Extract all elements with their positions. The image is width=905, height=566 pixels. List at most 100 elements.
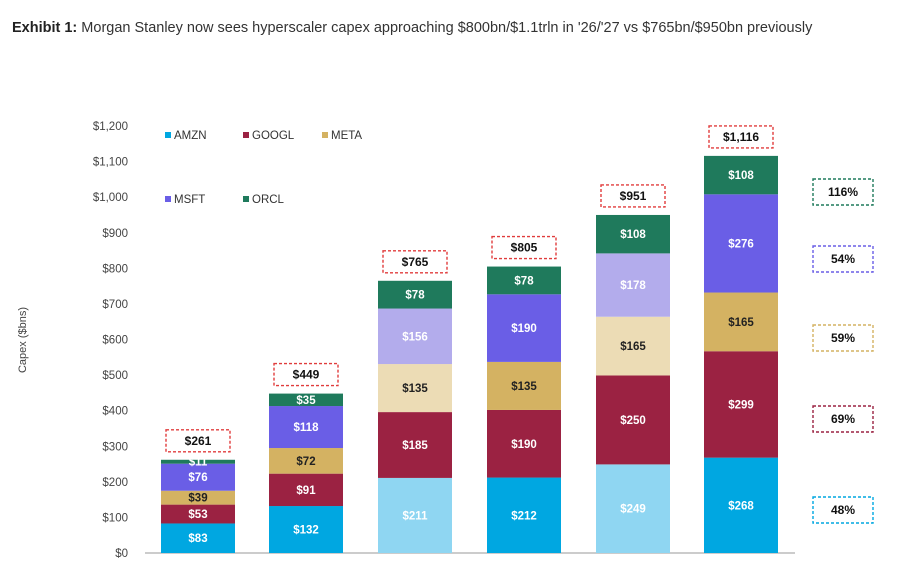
- title-text: Morgan Stanley now sees hyperscaler cape…: [81, 20, 813, 36]
- bar-value-label: $72: [296, 456, 315, 468]
- cagr-value-orcl: 116%: [828, 185, 858, 199]
- total-box: [708, 125, 774, 149]
- bar-segment-msft: [378, 308, 452, 365]
- bar-value-label: $268: [728, 500, 754, 512]
- bar-value-label: $108: [620, 229, 646, 241]
- legend-swatch-amzn: [165, 132, 171, 138]
- y-tick-label: $200: [102, 477, 128, 489]
- cagr-box-amzn: [812, 496, 874, 524]
- bar-segment-msft: [487, 294, 561, 362]
- total-label: $805: [511, 241, 538, 255]
- cagr-box-meta: [812, 324, 874, 352]
- bar-value-label: $212: [511, 510, 537, 522]
- y-tick-label: $1,200: [93, 121, 128, 133]
- chart-title: Exhibit 1: Morgan Stanley now sees hyper…: [12, 18, 872, 38]
- legend-swatch-orcl: [243, 196, 249, 202]
- bar-value-label: $78: [405, 290, 425, 302]
- bar-segment-orcl: [269, 393, 343, 407]
- bar-value-label: $53: [188, 509, 207, 521]
- legend-label-orcl: ORCL: [252, 194, 285, 206]
- total-box: [273, 362, 339, 387]
- bar-segment-msft: [269, 406, 343, 449]
- total-label: $449: [293, 368, 320, 382]
- bar-segment-amzn: [269, 506, 343, 553]
- bar-value-label: $276: [728, 238, 754, 250]
- total-box: [600, 184, 666, 208]
- cagr-box-msft: [812, 245, 874, 273]
- bar-value-label: $135: [511, 381, 537, 393]
- legend-label-googl: GOOGL: [252, 130, 295, 142]
- y-tick-label: $100: [102, 512, 128, 524]
- bar-segment-msft: [596, 253, 670, 317]
- bar-value-label: $135: [402, 383, 428, 395]
- bar-value-label: $190: [511, 323, 537, 335]
- y-tick-label: $1,100: [93, 157, 128, 169]
- bar-value-label: $11: [189, 457, 208, 469]
- bar-segment-googl: [487, 409, 561, 478]
- cagr-value-meta: 59%: [831, 331, 855, 345]
- y-tick-label: $300: [102, 441, 128, 453]
- bar-segment-orcl: [596, 214, 670, 254]
- bar-value-label: $39: [188, 493, 207, 505]
- bar-segment-meta: [161, 490, 235, 505]
- bar-value-label: $211: [403, 510, 429, 522]
- bar-value-label: $190: [511, 439, 537, 451]
- y-tick-label: $0: [115, 548, 128, 560]
- bar-value-label: $185: [402, 440, 428, 452]
- legend-label-msft: MSFT: [174, 194, 205, 206]
- total-box: [491, 235, 557, 260]
- bar-value-label: $35: [296, 395, 316, 407]
- bar-segment-meta: [704, 292, 778, 352]
- bar-value-label: $78: [514, 275, 534, 287]
- bar-segment-amzn: [161, 523, 235, 553]
- y-tick-label: $900: [102, 228, 128, 240]
- bar-value-label: $250: [620, 415, 646, 427]
- legend-label-amzn: AMZN: [174, 130, 207, 142]
- total-box: [382, 250, 448, 274]
- bar-segment-googl: [596, 375, 670, 465]
- bar-value-label: $165: [728, 317, 754, 329]
- bar-segment-meta: [378, 364, 452, 413]
- bar-value-label: $132: [293, 525, 319, 537]
- bar-segment-orcl: [161, 459, 235, 464]
- bar-value-label: $76: [188, 472, 207, 484]
- total-label: $261: [185, 434, 212, 448]
- bar-segment-msft: [704, 194, 778, 293]
- total-label: $765: [402, 255, 429, 269]
- bar-segment-meta: [269, 448, 343, 474]
- bar-segment-orcl: [704, 155, 778, 195]
- legend-swatch-msft: [165, 196, 171, 202]
- bar-segment-googl: [704, 351, 778, 458]
- bar-value-label: $165: [620, 341, 646, 353]
- cagr-value-googl: 69%: [831, 412, 855, 426]
- bar-segment-amzn: [487, 477, 561, 553]
- bar-segment-amzn: [596, 464, 670, 553]
- bar-segment-googl: [161, 504, 235, 524]
- bar-segment-googl: [269, 473, 343, 507]
- bar-value-label: $83: [188, 533, 207, 545]
- legend-swatch-googl: [243, 132, 249, 138]
- y-tick-label: $600: [102, 335, 128, 347]
- bar-value-label: $91: [296, 485, 316, 497]
- y-tick-label: $1,000: [93, 192, 128, 204]
- y-axis-label: Capex ($bns): [17, 307, 29, 373]
- cagr-box-googl: [812, 405, 874, 433]
- bar-segment-amzn: [378, 477, 452, 553]
- total-label: $951: [620, 189, 647, 203]
- bar-segment-msft: [161, 463, 235, 491]
- y-tick-label: $700: [102, 299, 128, 311]
- bar-segment-orcl: [378, 280, 452, 309]
- bar-value-label: $118: [294, 422, 320, 434]
- bar-value-label: $156: [402, 331, 428, 343]
- y-tick-label: $500: [102, 370, 128, 382]
- total-box: [165, 429, 231, 453]
- bar-segment-googl: [378, 412, 452, 478]
- bar-value-label: $249: [620, 504, 646, 516]
- bar-segment-meta: [596, 316, 670, 376]
- bar-segment-amzn: [704, 457, 778, 553]
- y-tick-label: $800: [102, 263, 128, 275]
- y-tick-label: $400: [102, 406, 128, 418]
- bar-segment-meta: [487, 361, 561, 410]
- cagr-value-amzn: 48%: [831, 503, 855, 517]
- cagr-value-msft: 54%: [831, 252, 855, 266]
